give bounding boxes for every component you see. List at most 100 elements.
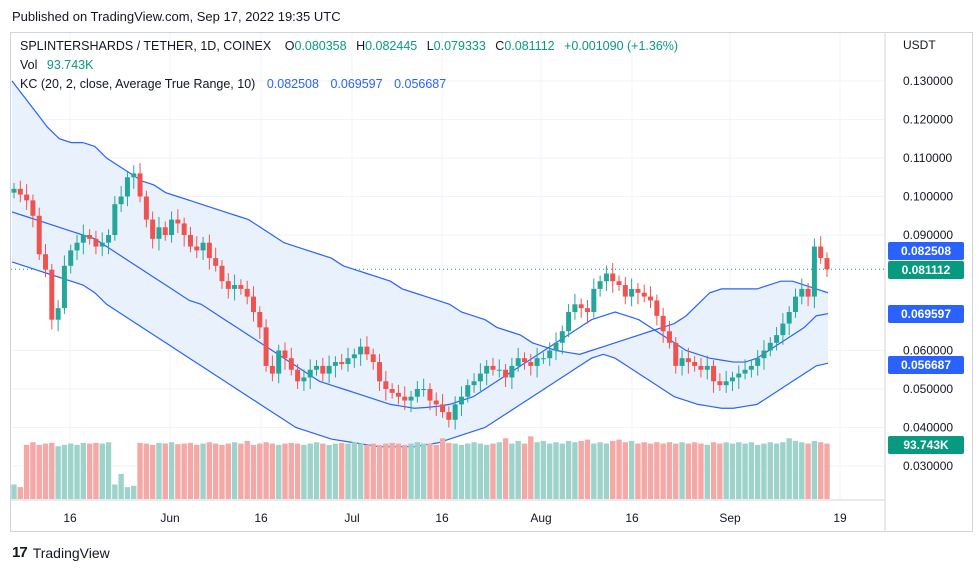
price-label-last_close: 0.081112	[888, 261, 964, 279]
candle	[666, 320, 672, 349]
candle	[521, 352, 527, 370]
candle-body	[276, 350, 282, 374]
candle-body	[540, 358, 546, 360]
candle-body	[547, 350, 553, 359]
volume-bar	[610, 440, 616, 499]
candle-body	[244, 288, 250, 297]
candle-body	[465, 385, 471, 397]
volume-bar	[414, 442, 421, 499]
candle-body	[288, 358, 294, 370]
candle-body	[118, 196, 124, 205]
volume-bar	[723, 442, 729, 499]
candle	[11, 183, 17, 199]
y-tick-label: 0.060000	[903, 344, 953, 358]
candle-body	[503, 369, 509, 378]
price-label-kc_lower: 0.056687	[888, 356, 964, 374]
price-label-bg	[888, 261, 964, 279]
candle	[87, 229, 93, 245]
volume-bar	[99, 443, 105, 499]
candle-body	[572, 304, 578, 312]
volume-bar	[528, 436, 534, 499]
candle-body	[811, 246, 817, 297]
volume-bar	[496, 442, 502, 499]
candle-body	[654, 300, 660, 316]
candle	[515, 347, 521, 372]
volume-bar	[168, 442, 175, 499]
candle	[389, 383, 395, 399]
candle	[74, 234, 80, 261]
candle	[288, 347, 294, 376]
volume-bar	[275, 444, 282, 499]
candle-body	[559, 331, 565, 343]
volume-bar	[263, 442, 269, 499]
candle-body	[200, 242, 206, 251]
volume-bar	[326, 444, 332, 499]
candle	[112, 196, 118, 241]
volume-bar	[458, 444, 465, 499]
candle	[175, 209, 181, 234]
candle-body	[143, 196, 149, 220]
candle-body	[194, 246, 200, 251]
candle	[484, 360, 490, 386]
candle	[566, 303, 572, 338]
candle-body	[692, 362, 698, 366]
candle-body	[484, 365, 490, 374]
candle-body	[383, 381, 389, 389]
candle-body	[528, 362, 534, 366]
candle-body	[509, 365, 515, 378]
candle	[55, 300, 61, 332]
axes: 0.130000 0.120000 0.110000 0.100000 0.090000…	[11, 33, 964, 532]
volume-bar	[395, 443, 402, 499]
tradingview-logo[interactable]: 17 TradingView	[12, 544, 110, 561]
candle-body	[685, 358, 691, 363]
candle	[282, 342, 288, 370]
candle	[578, 298, 584, 318]
y-tick-label: 0.110000	[903, 151, 952, 165]
candle	[622, 276, 628, 305]
candle-body	[49, 269, 55, 320]
candle	[181, 217, 187, 247]
candle-body	[137, 173, 143, 197]
candle	[559, 325, 565, 355]
candle	[295, 363, 301, 389]
price-label-bg	[888, 305, 964, 323]
y-tick-label: 0.040000	[903, 421, 953, 435]
tradingview-brand: TradingView	[32, 544, 110, 561]
candle-body	[213, 258, 219, 266]
legend-kc-label: KC (20, 2, close, Average True Range, 10…	[20, 77, 256, 91]
candle	[641, 284, 647, 303]
volume-bar	[603, 443, 610, 499]
candle-body	[471, 381, 477, 386]
candle-body	[679, 358, 685, 366]
volume-bar	[269, 443, 276, 499]
volume-bar	[225, 443, 231, 499]
candle-body	[225, 281, 231, 289]
volume-bar	[729, 443, 736, 499]
volume-bar	[471, 442, 477, 499]
volume-bar	[824, 443, 830, 499]
volume-bar	[93, 442, 99, 499]
candle-body	[666, 331, 672, 343]
price-label-text: 0.056687	[901, 358, 951, 372]
legend-open-label: O	[284, 39, 295, 53]
y-tick-label: 0.090000	[903, 228, 953, 242]
kc-middle-line	[11, 211, 829, 409]
candle-body	[490, 365, 496, 370]
volume-bar	[773, 443, 780, 499]
x-tick-label: 16	[625, 511, 639, 525]
volume-bar	[23, 444, 30, 499]
candle	[143, 190, 149, 228]
volume-bar	[156, 442, 162, 499]
volume-bar	[679, 442, 685, 499]
candle	[213, 247, 219, 272]
volume-bar	[515, 440, 521, 499]
candle-body	[402, 396, 408, 401]
candle	[320, 357, 326, 382]
legend-high-label: H	[356, 39, 366, 53]
candle-body	[364, 346, 370, 355]
candle-body	[219, 265, 225, 282]
volume-bar	[402, 444, 408, 499]
candle-body	[332, 362, 338, 366]
volume-bar	[616, 439, 622, 499]
